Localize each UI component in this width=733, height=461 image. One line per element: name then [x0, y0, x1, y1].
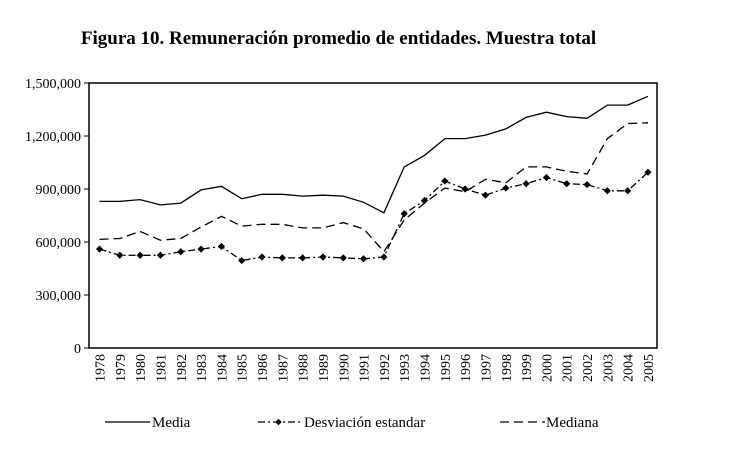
x-tick-label: 1998	[500, 354, 515, 382]
series-line	[99, 171, 649, 262]
y-tick-label: 1,200,000	[25, 130, 81, 145]
x-tick-label: 1988	[297, 354, 312, 382]
x-tick-label: 1989	[317, 354, 332, 382]
data-point-marker	[177, 248, 185, 256]
data-point-marker	[624, 187, 632, 195]
x-tick-label: 1983	[195, 354, 210, 382]
data-point-marker	[359, 255, 368, 263]
x-tick-label: 1980	[134, 354, 149, 382]
data-point-marker	[522, 180, 530, 188]
data-point-marker	[461, 185, 469, 193]
legend-label: Desviación estandar	[304, 415, 425, 431]
data-point-marker	[238, 256, 246, 265]
x-tick-label: 1999	[520, 354, 535, 382]
data-point-marker	[420, 196, 429, 205]
x-tick-label: 1981	[154, 354, 169, 382]
x-tick-label: 2003	[601, 354, 616, 382]
data-point-marker	[116, 251, 124, 259]
x-tick-label: 1985	[236, 354, 251, 382]
series-line	[99, 122, 649, 253]
data-point-marker	[339, 254, 347, 262]
legend-marker	[275, 418, 282, 426]
y-tick-label: 900,000	[36, 183, 82, 198]
x-tick-label: 2004	[622, 354, 637, 382]
data-point-marker	[502, 184, 510, 192]
x-tick-label: 1987	[276, 354, 291, 382]
data-point-marker	[563, 180, 571, 188]
x-tick-label: 1982	[175, 354, 190, 382]
x-tick-label: 1994	[419, 354, 434, 382]
legend-item: Mediana	[500, 415, 599, 431]
data-point-marker	[258, 253, 266, 261]
data-point-marker	[400, 210, 408, 218]
x-tick-label: 1984	[215, 354, 230, 382]
x-tick-label: 1990	[337, 354, 352, 382]
x-tick-label: 2000	[540, 354, 555, 382]
y-tick-label: 0	[74, 342, 81, 357]
data-point-marker	[278, 254, 286, 262]
y-tick-label: 1,500,000	[25, 77, 81, 92]
data-point-marker	[644, 168, 652, 176]
series-group	[95, 95, 652, 265]
data-point-marker	[441, 177, 449, 185]
data-point-marker	[319, 253, 327, 261]
x-tick-label: 1978	[94, 354, 109, 382]
y-tick-label: 600,000	[36, 236, 82, 251]
chart-title-text: Figura 10. Remuneración promedio de enti…	[80, 28, 597, 49]
x-tick-label: 2005	[642, 354, 657, 382]
legend-label: Mediana	[546, 415, 599, 431]
series-desviaci-n-estandar	[95, 168, 652, 265]
x-tick-label: 1996	[459, 354, 474, 382]
legend: Media Desviación estandar Mediana	[105, 415, 599, 431]
x-tick-label: 2001	[561, 354, 576, 382]
x-tick-label: 1986	[256, 354, 271, 382]
data-point-marker	[603, 187, 611, 195]
legend-label: Media	[152, 415, 191, 431]
x-axis: 1978 1979 1980 1981 1982 1983 1984 1985 1986 1987…	[94, 354, 658, 382]
data-point-marker	[197, 245, 205, 253]
series-line	[99, 95, 649, 214]
data-point-marker	[95, 245, 104, 253]
plot-frame	[88, 82, 658, 349]
plot-border	[88, 82, 658, 349]
data-point-marker	[136, 251, 144, 259]
x-tick-label: 1992	[378, 354, 393, 382]
legend-item: Media	[105, 415, 191, 431]
y-tick-label: 300,000	[36, 289, 82, 304]
series-mediana	[99, 122, 649, 253]
data-point-marker	[481, 191, 490, 199]
chart-title: Figura 10. Remuneración promedio de enti…	[0, 28, 733, 50]
y-axis: 0 300,000 600,000 900,000 1,200,000 1,500,000	[25, 77, 89, 357]
x-tick-label: 1997	[479, 354, 494, 382]
data-point-marker	[299, 254, 307, 262]
legend-item: Desviación estandar	[258, 415, 425, 431]
x-tick-label: 1979	[114, 354, 129, 382]
x-tick-label: 1991	[358, 354, 373, 382]
series-media	[99, 95, 649, 214]
x-tick-label: 1995	[439, 354, 454, 382]
x-tick-label: 1993	[398, 354, 413, 382]
data-point-marker	[542, 173, 551, 182]
data-point-marker	[380, 253, 388, 261]
data-point-marker	[583, 180, 591, 189]
data-point-marker	[217, 242, 225, 251]
x-tick-label: 2002	[581, 354, 596, 382]
data-point-marker	[156, 251, 165, 259]
